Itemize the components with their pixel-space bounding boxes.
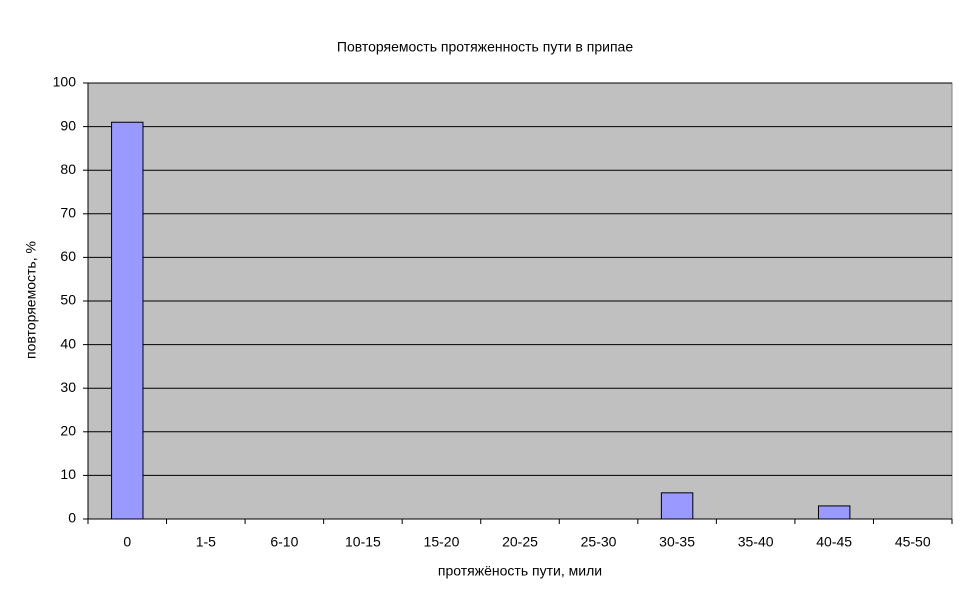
y-axis-label: повторяемость, % xyxy=(23,241,39,359)
x-tick-label: 40-45 xyxy=(816,534,852,550)
y-tick-label: 100 xyxy=(53,74,77,90)
x-tick-label: 6-10 xyxy=(270,534,298,550)
x-tick-label: 45-50 xyxy=(895,534,931,550)
x-tick-label: 10-15 xyxy=(345,534,381,550)
y-tick-label: 70 xyxy=(60,205,76,221)
bar xyxy=(660,492,694,520)
bar xyxy=(817,505,851,520)
y-tick-label: 10 xyxy=(60,466,76,482)
y-tick-label: 40 xyxy=(60,335,76,351)
y-tick-label: 20 xyxy=(60,423,76,439)
y-tick-label: 80 xyxy=(60,161,76,177)
x-tick-label: 0 xyxy=(123,534,131,550)
x-tick-label: 25-30 xyxy=(581,534,617,550)
x-tick-label: 30-35 xyxy=(659,534,695,550)
y-tick-label: 30 xyxy=(60,379,76,395)
y-tick-label: 60 xyxy=(60,248,76,264)
x-tick-label: 20-25 xyxy=(502,534,538,550)
x-tick-label: 1-5 xyxy=(196,534,216,550)
chart-title: Повторяемость протяженность пути в припа… xyxy=(337,39,633,55)
x-tick-label: 15-20 xyxy=(424,534,460,550)
x-axis-label: протяжёность пути, мили xyxy=(438,563,602,579)
bar xyxy=(111,121,144,520)
x-tick-label: 35-40 xyxy=(738,534,774,550)
y-tick-label: 90 xyxy=(60,117,76,133)
y-tick-label: 0 xyxy=(68,510,76,526)
y-tick-label: 50 xyxy=(60,292,76,308)
